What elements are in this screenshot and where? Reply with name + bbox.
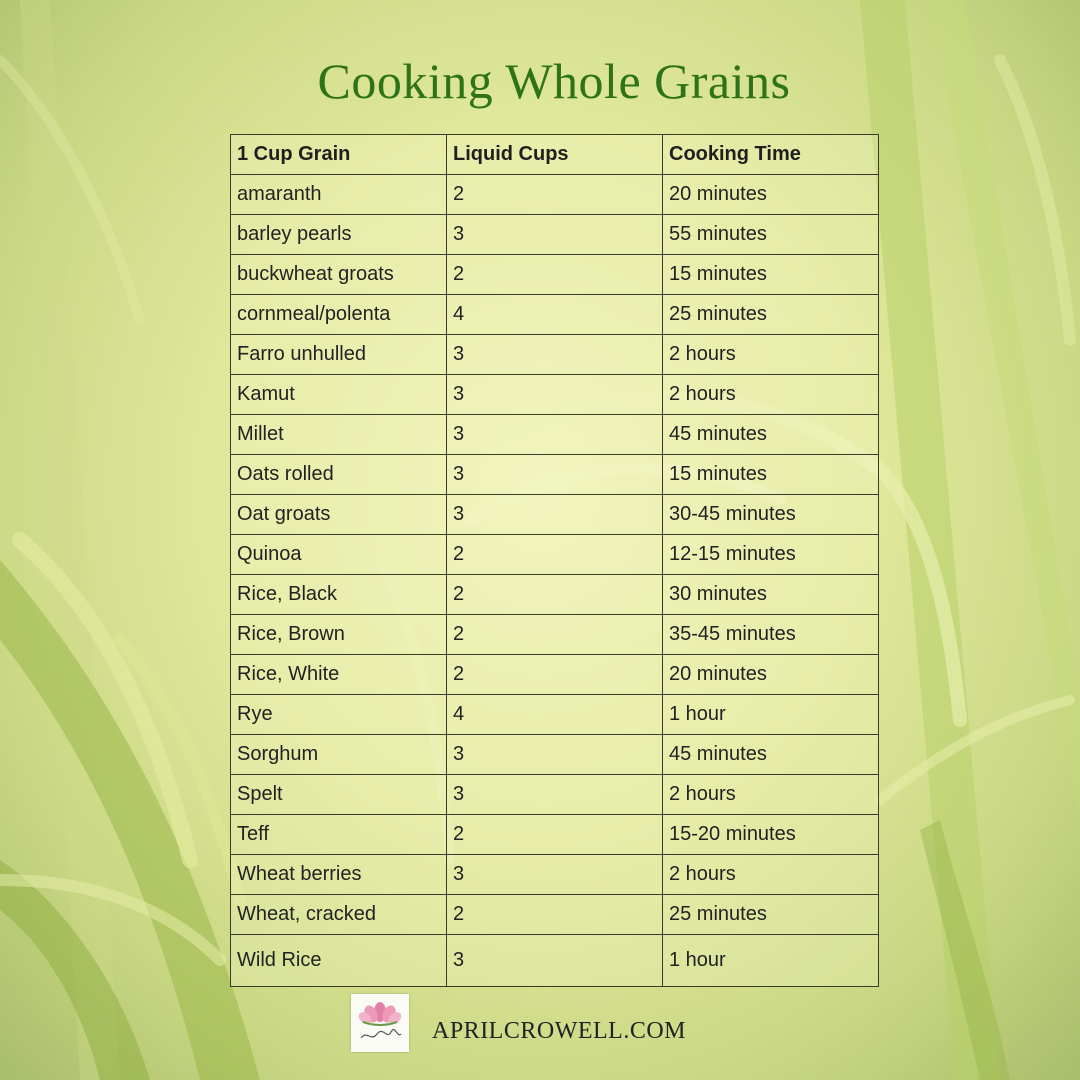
table-row: Rye 4 1 hour [230,694,879,735]
table-row: Teff 2 15-20 minutes [230,814,879,855]
time-cell: 2 hours [662,374,879,415]
time-cell: 25 minutes [662,894,879,935]
table-row: barley pearls 3 55 minutes [230,214,879,255]
table-row: Wild Rice 3 1 hour [230,934,879,987]
grain-cell: Oat groats [230,494,447,535]
liquid-cell: 3 [446,334,663,375]
liquid-cell: 2 [446,534,663,575]
liquid-cell: 4 [446,294,663,335]
table-row: Farro unhulled 3 2 hours [230,334,879,375]
liquid-cell: 3 [446,414,663,455]
grain-cell: Wheat, cracked [230,894,447,935]
time-cell: 15 minutes [662,254,879,295]
liquid-cell: 2 [446,614,663,655]
liquid-cell: 3 [446,214,663,255]
liquid-cell: 2 [446,654,663,695]
time-cell: 15-20 minutes [662,814,879,855]
grain-cell: Teff [230,814,447,855]
website-url[interactable]: APRILCROWELL.COM [432,1018,686,1044]
time-cell: 45 minutes [662,734,879,775]
table-row: cornmeal/polenta 4 25 minutes [230,294,879,335]
table-row: buckwheat groats 2 15 minutes [230,254,879,295]
table-row: Quinoa 2 12-15 minutes [230,534,879,575]
liquid-cell: 3 [446,494,663,535]
table-row: amaranth 2 20 minutes [230,174,879,215]
time-cell: 1 hour [662,694,879,735]
grain-cell: Rice, White [230,654,447,695]
liquid-cell: 4 [446,694,663,735]
lotus-flower-logo-icon[interactable] [351,994,409,1052]
grain-cell: Rice, Brown [230,614,447,655]
table-row: Rice, Black 2 30 minutes [230,574,879,615]
table-row: Kamut 3 2 hours [230,374,879,415]
grain-cell: Sorghum [230,734,447,775]
liquid-cell: 3 [446,934,663,987]
time-cell: 35-45 minutes [662,614,879,655]
header-cooking-time: Cooking Time [662,134,879,175]
liquid-cell: 2 [446,174,663,215]
table-row: Millet 3 45 minutes [230,414,879,455]
time-cell: 20 minutes [662,654,879,695]
table-header-row: 1 Cup Grain Liquid Cups Cooking Time [230,134,879,175]
grain-cell: Quinoa [230,534,447,575]
time-cell: 25 minutes [662,294,879,335]
grain-cell: Farro unhulled [230,334,447,375]
time-cell: 45 minutes [662,414,879,455]
time-cell: 2 hours [662,334,879,375]
grain-cell: cornmeal/polenta [230,294,447,335]
table-row: Wheat, cracked 2 25 minutes [230,894,879,935]
grain-cell: Millet [230,414,447,455]
liquid-cell: 2 [446,254,663,295]
liquid-cell: 3 [446,734,663,775]
time-cell: 2 hours [662,854,879,895]
time-cell: 12-15 minutes [662,534,879,575]
table-row: Oat groats 3 30-45 minutes [230,494,879,535]
grain-cell: Rye [230,694,447,735]
liquid-cell: 3 [446,774,663,815]
header-grain: 1 Cup Grain [230,134,447,175]
grain-cell: Oats rolled [230,454,447,495]
grain-cell: barley pearls [230,214,447,255]
liquid-cell: 2 [446,814,663,855]
table-row: Rice, White 2 20 minutes [230,654,879,695]
time-cell: 1 hour [662,934,879,987]
liquid-cell: 3 [446,374,663,415]
table-row: Spelt 3 2 hours [230,774,879,815]
grain-cooking-table: 1 Cup Grain Liquid Cups Cooking Time ama… [230,134,879,987]
table-row: Sorghum 3 45 minutes [230,734,879,775]
grain-cell: amaranth [230,174,447,215]
time-cell: 55 minutes [662,214,879,255]
time-cell: 30-45 minutes [662,494,879,535]
grain-cell: buckwheat groats [230,254,447,295]
liquid-cell: 3 [446,854,663,895]
time-cell: 2 hours [662,774,879,815]
time-cell: 15 minutes [662,454,879,495]
time-cell: 30 minutes [662,574,879,615]
grain-cell: Kamut [230,374,447,415]
grain-cell: Wild Rice [230,934,447,987]
liquid-cell: 2 [446,574,663,615]
header-liquid-cups: Liquid Cups [446,134,663,175]
grain-cell: Rice, Black [230,574,447,615]
table-row: Wheat berries 3 2 hours [230,854,879,895]
liquid-cell: 3 [446,454,663,495]
time-cell: 20 minutes [662,174,879,215]
grain-cell: Spelt [230,774,447,815]
page-title: Cooking Whole Grains [317,53,791,109]
liquid-cell: 2 [446,894,663,935]
table-row: Rice, Brown 2 35-45 minutes [230,614,879,655]
grain-cell: Wheat berries [230,854,447,895]
table-row: Oats rolled 3 15 minutes [230,454,879,495]
